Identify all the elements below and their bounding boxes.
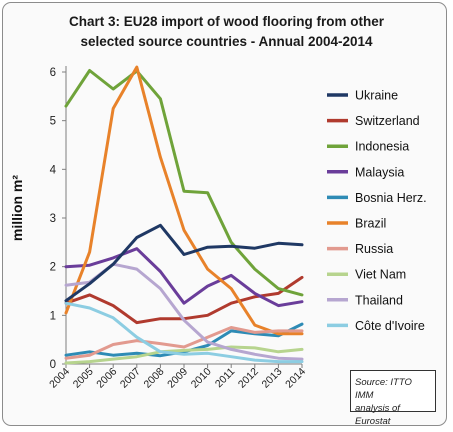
series-line-brazil [64,65,304,336]
x-tick-label: 2013 [260,366,285,391]
y-tick-label: 5 [50,116,56,128]
source-line-2: analysis of Eurostat [355,403,400,427]
series-lines [64,65,304,365]
chart-title-line-2: selected source countries - Annual 2004-… [80,34,373,49]
series-line-c-te-d-ivoire [64,301,304,364]
series-line-ukraine [64,223,304,303]
legend-label-switzerland: Switzerland [355,114,420,128]
series-line-viet-nam [64,345,304,365]
legend-label-russia: Russia [355,242,393,256]
y-tick-label: 2 [50,262,56,274]
series-line-indonesia [64,69,304,297]
x-tick-label: 2008 [142,366,167,391]
y-tick-label: 3 [50,213,56,225]
x-tick-label: 2014 [283,366,308,391]
legend-label-indonesia: Indonesia [355,140,409,154]
legend-label-thailand: Thailand [355,293,403,307]
legend-label-ukraine: Ukraine [355,89,398,103]
y-axis-label: million m² [9,175,25,241]
chart-title: Chart 3: EU28 import of wood flooring fr… [0,12,453,52]
chart-title-line-1: Chart 3: EU28 import of wood flooring fr… [69,14,384,29]
series-line-malaysia [64,247,304,308]
x-tick-label: 2010 [189,366,214,391]
legend-label-viet-nam: Viet Nam [355,268,406,282]
y-tick-label: 0 [50,359,56,371]
x-tick-label: 2012 [236,366,261,391]
x-tick-label: 2007 [118,366,143,391]
source-line-1: Source: ITTO IMM [355,377,412,401]
legend-label-bosnia-herz: Bosnia Herz. [355,191,427,205]
legend-label-malaysia: Malaysia [355,165,404,179]
x-tick-label: 2011 [213,366,238,391]
legend-label-brazil: Brazil [355,217,386,231]
legend: Ukraine Switzerland Indonesia Malaysia Bosni… [327,89,427,333]
series-line-russia [64,326,304,360]
legend-label-c-te-d-ivoire: Côte d'Ivoire [355,319,425,333]
x-tick-label: 2009 [165,366,190,391]
x-tick-label: 2005 [71,366,96,391]
y-tick-label: 1 [50,310,56,322]
y-tick-label: 4 [50,164,57,176]
source-note: Source: ITTO IMM analysis of Eurostat [350,370,436,427]
x-tick-label: 2006 [94,366,119,391]
y-tick-label: 6 [50,67,56,79]
